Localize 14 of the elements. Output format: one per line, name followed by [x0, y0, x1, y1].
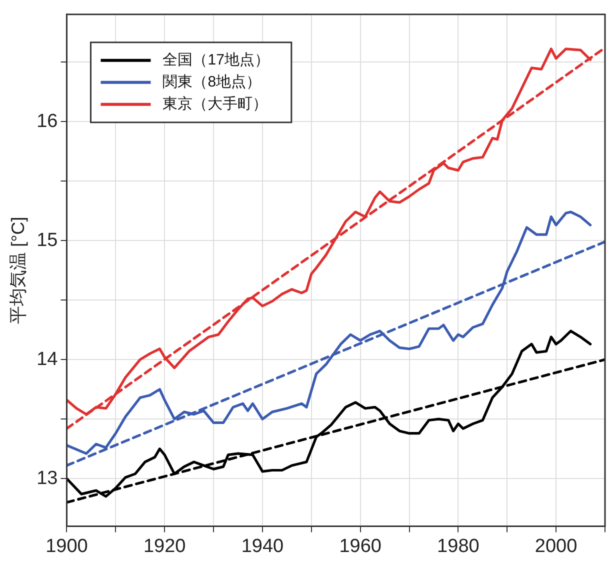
legend-label: 関東（8地点）: [162, 74, 262, 91]
y-tick-label: 13: [36, 468, 58, 489]
x-tick-label: 1900: [46, 536, 88, 557]
y-axis-title: 平均気温 [°C]: [8, 216, 28, 324]
y-tick-label: 16: [36, 110, 58, 132]
x-tick-label: 1960: [339, 536, 382, 557]
y-tick-label: 14: [36, 348, 58, 370]
x-tick-label: 1980: [437, 536, 480, 557]
legend-label: 東京（大手町）: [162, 96, 268, 113]
y-tick-label: 15: [36, 230, 58, 251]
x-tick-label: 1920: [143, 536, 186, 557]
legend-label: 全国（17地点）: [162, 52, 270, 69]
x-tick-label: 1940: [241, 536, 284, 557]
x-tick-label: 2000: [534, 536, 578, 557]
